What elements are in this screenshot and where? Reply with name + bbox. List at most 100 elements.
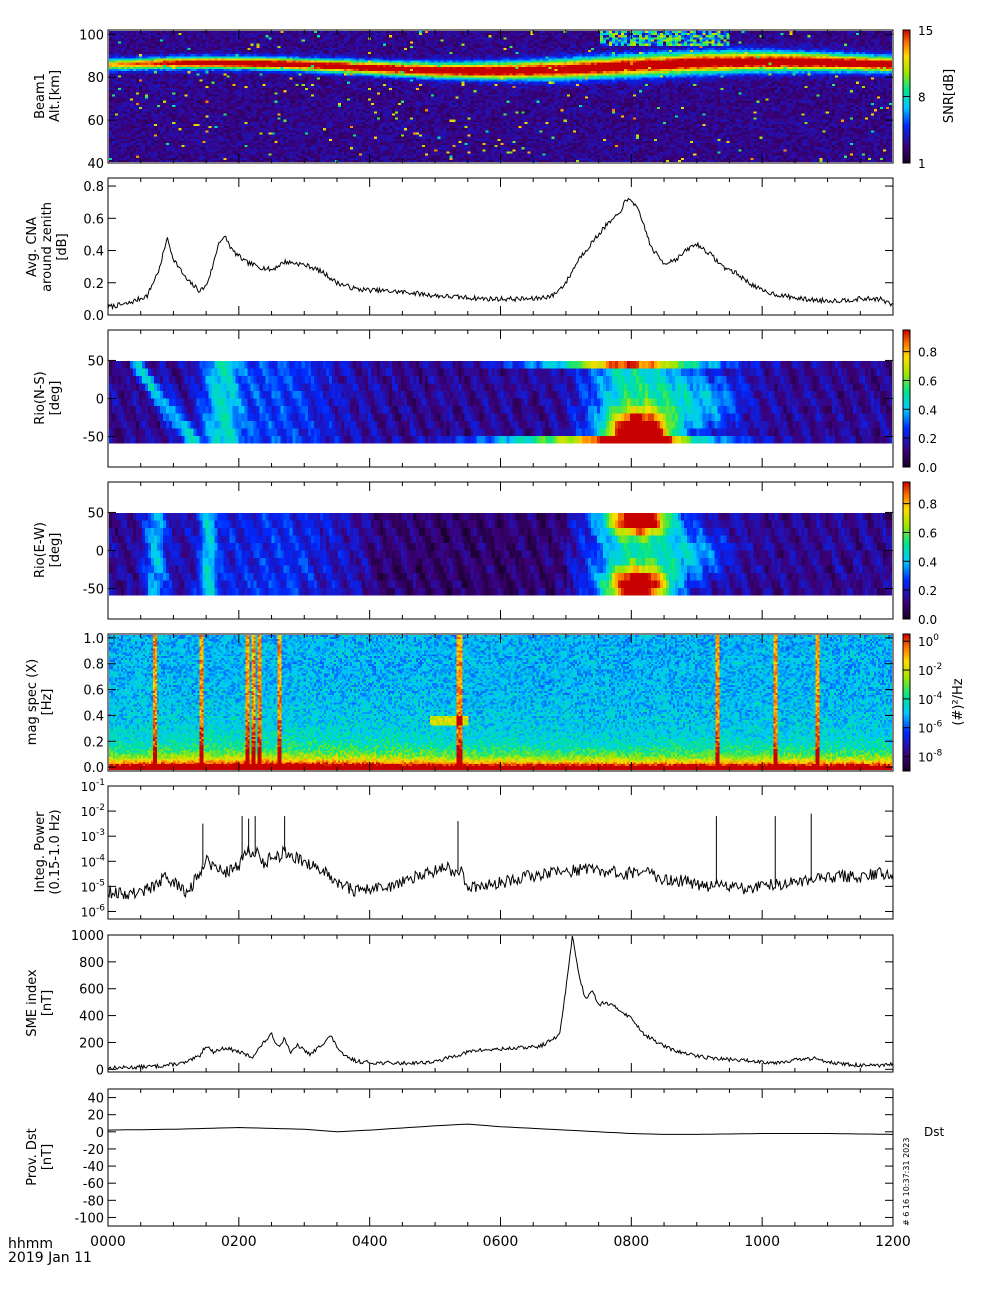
rio-ew-heatmap xyxy=(109,483,892,618)
rio-ns-colorbar-gradient xyxy=(902,329,911,468)
panel-cna: 0.0 0.2 0.4 0.6 0.8 Avg. CNA around zenith [… xyxy=(25,177,894,324)
rio-ns-ylabel-line2: [deg] xyxy=(48,381,63,416)
rio-ew-y-ticks: -50 0 50 xyxy=(83,506,893,598)
p1-ytick-label: 60 xyxy=(87,114,104,129)
p5-ytick-label: 1.0 xyxy=(83,632,104,647)
panel-rio-ns: -50 0 50 Rio(N-S) [deg] 0.0 0.2 0.4 0.6 0.8 xyxy=(33,329,937,475)
integ-power-ylabel-line2: (0.15-1.0 Hz) xyxy=(48,809,63,894)
p3-ytick-label: 50 xyxy=(87,354,104,369)
x-tick-label: 1000 xyxy=(744,1234,780,1250)
rio-ns-heatmap xyxy=(109,331,892,466)
dst-y-ticks: -100 -80 -60 -40 -20 0 20 40 xyxy=(74,1092,893,1226)
integ-power-ylabel-line1: Integ. Power xyxy=(33,811,48,893)
timestamp-stamp: # 6 16 10:37:31 2023 xyxy=(902,1138,911,1226)
x-tick-label: 0800 xyxy=(614,1234,650,1250)
rio-ew-colorbar-gradient xyxy=(902,481,911,620)
p3-ytick-label: 0 xyxy=(96,393,104,408)
dst-right-label: Dst xyxy=(924,1125,944,1139)
dst-ylabel-line2: [nT] xyxy=(40,1144,55,1170)
beam1-snr-heatmap xyxy=(109,31,892,162)
snr-colorbar-tick-label: 15 xyxy=(918,24,933,38)
rio-ew-colorbar-tick-label: 0.0 xyxy=(918,613,937,627)
p8-ytick-label: -100 xyxy=(74,1211,104,1226)
rio-ns-colorbar: 0.0 0.2 0.4 0.6 0.8 xyxy=(902,329,937,475)
mag-spec-ylabel-line2: [Hz] xyxy=(40,689,55,716)
sme-ylabel-line2: [nT] xyxy=(40,990,55,1016)
p6-ytick-label: 10-2 xyxy=(81,803,105,819)
p6-ytick-label: 10-4 xyxy=(81,853,106,869)
p2-ytick-label: 0.0 xyxy=(83,309,104,324)
panel-sme-frame xyxy=(107,934,894,1073)
p7-ytick-label: 400 xyxy=(79,1010,104,1025)
p5-ytick-label: 0.4 xyxy=(83,709,104,724)
p1-ytick-label: 40 xyxy=(87,157,104,172)
sme-series-path xyxy=(107,935,894,1071)
p5-ytick-label: 0.8 xyxy=(83,658,104,673)
p1-ytick-label: 100 xyxy=(79,28,104,43)
cna-line xyxy=(107,197,894,311)
x-axis-ticks: 0000 0200 0400 0600 0800 1000 1200 xyxy=(90,30,911,1250)
p8-ytick-label: 0 xyxy=(96,1126,104,1141)
panel-rio-ew: -50 0 50 Rio(E-W) [deg] 0.0 0.2 0.4 0.6 0.8 xyxy=(33,481,937,627)
x-tick-label: 0200 xyxy=(221,1234,257,1250)
p6-ytick-label: 10-1 xyxy=(81,778,105,794)
rio-ns-colorbar-tick-label: 0.6 xyxy=(918,374,937,388)
p8-ytick-label: -20 xyxy=(83,1143,104,1158)
p5-ytick-label: 0.0 xyxy=(83,761,104,776)
rio-ns-y-ticks: -50 0 50 xyxy=(83,354,893,446)
p8-ytick-label: -40 xyxy=(83,1160,104,1175)
rio-ew-colorbar-tick-label: 0.2 xyxy=(918,584,937,598)
cna-ylabel-line2: around zenith xyxy=(40,202,55,292)
p7-ytick-label: 200 xyxy=(79,1036,104,1051)
p7-ytick-label: 1000 xyxy=(71,929,104,944)
p6-ytick-label: 10-6 xyxy=(81,903,106,919)
p8-ytick-label: 40 xyxy=(87,1092,104,1107)
rio-ew-colorbar-tick-label: 0.4 xyxy=(918,555,937,569)
cna-y-ticks: 0.0 0.2 0.4 0.6 0.8 xyxy=(83,180,893,324)
p4-ytick-label: 0 xyxy=(96,545,104,560)
dst-ylabel-line1: Prov. Dst xyxy=(25,1128,40,1185)
panel-integ-power: 10-6 10-5 10-4 10-3 10-2 10-1 Integ. Power (0… xyxy=(33,778,894,920)
rio-ew-ylabel-line2: [deg] xyxy=(48,533,63,568)
p5-ytick-label: 0.6 xyxy=(83,684,104,699)
mag-spec-heatmap xyxy=(109,635,892,770)
mag-spec-colorbar-tick-label: 100 xyxy=(918,633,939,649)
p5-ytick-label: 0.2 xyxy=(83,735,104,750)
p7-ytick-label: 0 xyxy=(96,1063,104,1078)
panel-dst: -100 -80 -60 -40 -20 0 20 40 Prov. Dst [nT] Dst… xyxy=(25,1088,944,1227)
mag-spec-colorbar-gradient xyxy=(902,633,911,772)
mag-spec-colorbar-tick-label: 10-4 xyxy=(918,691,943,707)
panel-cna-frame xyxy=(107,177,894,316)
mag-spec-ylabel-line1: mag spec (X) xyxy=(25,659,40,745)
p8-ytick-label: 20 xyxy=(87,1109,104,1124)
cna-ylabel-line3: [dB] xyxy=(55,233,70,260)
cna-ylabel-line1: Avg. CNA xyxy=(25,217,40,277)
p7-ytick-label: 600 xyxy=(79,983,104,998)
snr-colorbar-tick-label: 8 xyxy=(918,91,926,105)
mag-spec-colorbar-tick-label: 10-6 xyxy=(918,720,943,736)
snr-colorbar-label: SNR[dB] xyxy=(942,69,957,123)
p4-ytick-label: 50 xyxy=(87,506,104,521)
snr-colorbar-tick-label: 1 xyxy=(918,157,926,171)
power-series-path xyxy=(107,845,894,900)
sme-ylabel-line1: SME index xyxy=(25,969,40,1037)
p7-ytick-label: 800 xyxy=(79,956,104,971)
x-axis-date: 2019 Jan 11 xyxy=(8,1250,92,1266)
x-axis-label: hhmm xyxy=(8,1236,53,1252)
rio-ew-cells xyxy=(109,483,892,618)
p2-ytick-label: 0.4 xyxy=(83,245,104,260)
dst-line xyxy=(107,1123,894,1135)
p6-ytick-label: 10-5 xyxy=(81,878,105,894)
mag-spec-cells xyxy=(109,635,892,770)
beam1-y-ticks: 40 60 80 100 xyxy=(79,28,893,172)
beam1-snr-cells xyxy=(109,31,892,162)
panel-mag-spec: 0.0 0.2 0.4 0.6 0.8 1.0 mag spec (X) [Hz] 100… xyxy=(25,632,966,776)
rio-ns-colorbar-tick-label: 0.4 xyxy=(918,403,937,417)
p2-ytick-label: 0.2 xyxy=(83,277,104,292)
panel-dst-frame xyxy=(107,1088,894,1227)
integ-power-y-ticks: 10-6 10-5 10-4 10-3 10-2 10-1 xyxy=(81,778,893,919)
rio-ns-ylabel-line1: Rio(N-S) xyxy=(33,371,48,424)
